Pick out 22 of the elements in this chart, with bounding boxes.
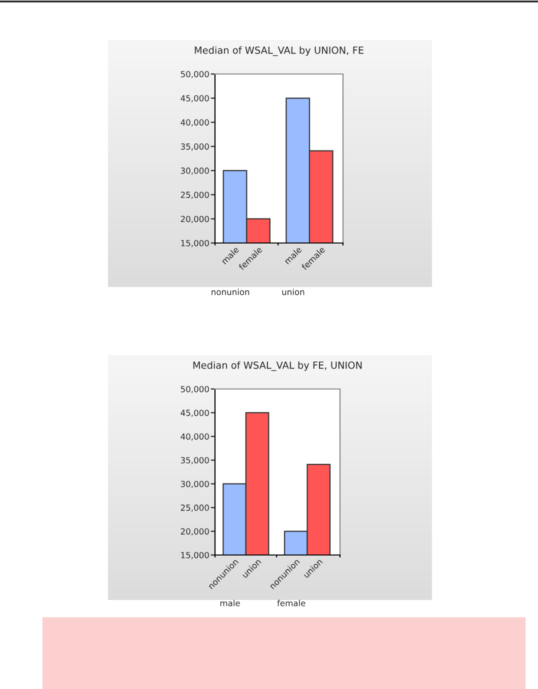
y-tick-label: 45,000 — [180, 410, 209, 417]
y-tick-label: 35,000 — [180, 457, 209, 464]
y-tick-label: 45,000 — [180, 95, 209, 102]
chart-title: Median of WSAL_VAL by FE, UNION — [193, 361, 362, 371]
y-tick-label: 20,000 — [180, 216, 209, 223]
y-tick-label: 40,000 — [180, 119, 209, 126]
text: union — [282, 288, 304, 296]
y-tick-label: 35,000 — [180, 143, 209, 151]
y-tick-label: 50,000 — [180, 70, 209, 78]
y-tick-label: 20,000 — [180, 528, 209, 536]
text: nonunion — [212, 288, 250, 296]
y-tick-label: 25,000 — [180, 504, 209, 512]
y-tick-label: 40,000 — [180, 433, 209, 441]
chart-title: Median of WSAL_VAL by UNION, FE — [194, 46, 364, 56]
y-tick-label: 15,000 — [181, 552, 209, 560]
y-tick-label: 30,000 — [180, 480, 209, 488]
y-tick-label: 50,000 — [180, 386, 209, 394]
y-tick-label: 25,000 — [180, 192, 209, 199]
text: female — [277, 600, 306, 606]
y-tick-label: 15,000 — [181, 240, 209, 248]
text: male — [220, 600, 240, 606]
y-tick-label: 30,000 — [180, 168, 209, 175]
